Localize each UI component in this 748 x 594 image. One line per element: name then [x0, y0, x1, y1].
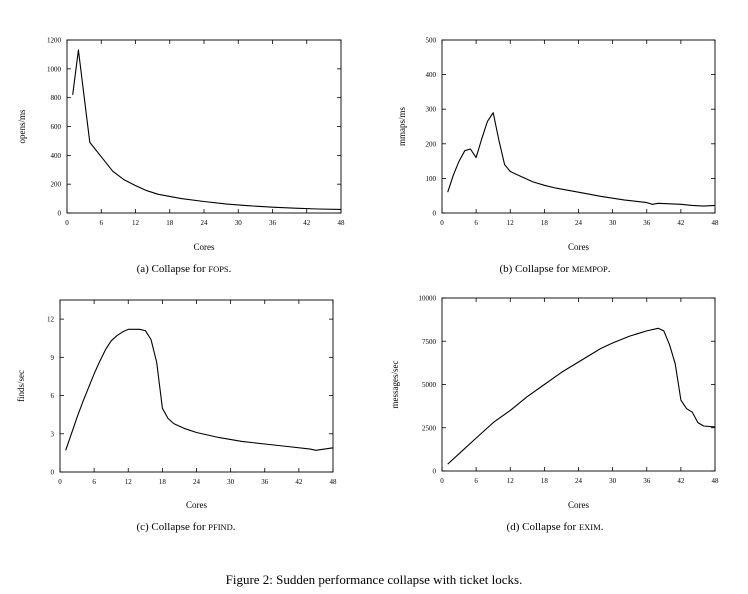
series-line: [72, 49, 342, 210]
x-tick-label: 12: [132, 219, 140, 227]
x-tick-label: 30: [609, 219, 617, 227]
x-tick-label: 48: [712, 219, 720, 227]
x-tick-label: 36: [269, 219, 277, 227]
x-tick-label: 30: [609, 477, 617, 485]
x-tick-label: 48: [338, 219, 346, 227]
y-tick-label: 300: [426, 106, 437, 114]
subfigure-caption: (b) Collapse for MEMPOP.: [499, 263, 610, 275]
x-tick-label: 6: [474, 477, 478, 485]
x-tick-label: 48: [330, 478, 338, 486]
y-tick-label: 800: [51, 94, 62, 102]
y-tick-label: 9: [51, 354, 55, 362]
y-tick-label: 200: [426, 140, 437, 148]
y-tick-label: 5000: [422, 381, 437, 389]
series-line: [447, 112, 716, 207]
y-tick-label: 1000: [47, 65, 62, 73]
x-tick-label: 42: [303, 219, 311, 227]
x-tick-label: 18: [541, 219, 549, 227]
y-tick-label: 12: [47, 316, 55, 324]
y-tick-label: 600: [51, 123, 62, 131]
y-axis-label: messages/sec: [390, 361, 400, 409]
x-tick-label: 0: [65, 219, 69, 227]
x-tick-label: 18: [541, 477, 549, 485]
y-tick-label: 2500: [422, 424, 437, 432]
subfigure-caption: (a) Collapse for FOPS.: [137, 263, 232, 275]
y-tick-label: 0: [58, 210, 62, 218]
y-tick-label: 400: [426, 71, 437, 79]
x-tick-label: 42: [295, 478, 303, 486]
y-tick-label: 0: [51, 469, 55, 477]
x-tick-label: 36: [643, 219, 651, 227]
y-axis-label: finds/sec: [16, 370, 26, 402]
x-tick-label: 30: [235, 219, 243, 227]
chart-panel-d: 0 6 12 18 24 30 36 42 48 0 2500 5000 7500 10000 Cores m…: [390, 295, 719, 534]
figure-caption: Figure 2: Sudden performance collapse wi…: [226, 572, 523, 587]
y-axis-label: opens/ms: [17, 109, 27, 143]
x-tick-label: 0: [440, 219, 444, 227]
x-tick-label: 18: [159, 478, 167, 486]
series-line: [65, 328, 334, 451]
plot-frame: [441, 297, 716, 472]
subfigure-caption: (d) Collapse for EXIM.: [507, 521, 604, 533]
x-tick-label: 0: [440, 477, 444, 485]
chart-panel-c: 0 6 12 18 24 30 36 42 48036912Coresfinds/sec(c) …: [16, 299, 338, 533]
series-line: [447, 327, 716, 465]
x-tick-label: 48: [712, 477, 720, 485]
y-tick-label: 6: [51, 392, 55, 400]
y-tick-label: 0: [433, 210, 437, 218]
x-tick-label: 18: [166, 219, 174, 227]
subfigure-caption: (c) Collapse for PFIND.: [136, 521, 235, 533]
x-tick-label: 12: [507, 219, 515, 227]
x-tick-label: 36: [643, 477, 651, 485]
y-tick-label: 200: [51, 181, 62, 189]
chart-panel-a: 0 6 12 18 24 30 36 42 48 0 200 400 600 800 1000 1200 Cor…: [17, 37, 345, 276]
y-tick-label: 400: [51, 152, 62, 160]
y-tick-label: 0: [433, 468, 437, 476]
x-tick-label: 6: [100, 219, 104, 227]
y-tick-label: 100: [426, 175, 437, 183]
x-tick-label: 24: [575, 219, 583, 227]
x-tick-label: 0: [58, 478, 62, 486]
x-tick-label: 42: [677, 219, 685, 227]
x-tick-label: 12: [507, 477, 515, 485]
y-tick-label: 1200: [47, 37, 62, 45]
y-tick-label: 7500: [422, 338, 437, 346]
x-tick-label: 24: [575, 477, 583, 485]
x-tick-label: 6: [92, 478, 96, 486]
x-axis-label: Cores: [194, 242, 215, 252]
x-tick-label: 30: [227, 478, 235, 486]
x-tick-label: 42: [677, 477, 685, 485]
y-tick-label: 3: [51, 430, 55, 438]
x-tick-label: 24: [193, 478, 201, 486]
x-axis-label: Cores: [186, 500, 207, 510]
x-tick-label: 6: [474, 219, 478, 227]
y-tick-label: 500: [426, 37, 437, 45]
x-tick-label: 24: [201, 219, 209, 227]
x-tick-label: 12: [125, 478, 133, 486]
y-tick-label: 10000: [419, 295, 437, 303]
plot-frame: [66, 39, 342, 214]
chart-panel-b: 0 6 12 18 24 30 36 42 48 0 100 200 300 400 500 Cores mma…: [397, 37, 719, 276]
x-axis-label: Cores: [568, 500, 589, 510]
plot-frame: [59, 299, 334, 473]
x-tick-label: 36: [261, 478, 269, 486]
y-axis-label: mmaps/ms: [397, 107, 407, 146]
x-axis-label: Cores: [568, 242, 589, 252]
plot-frame: [441, 39, 716, 214]
